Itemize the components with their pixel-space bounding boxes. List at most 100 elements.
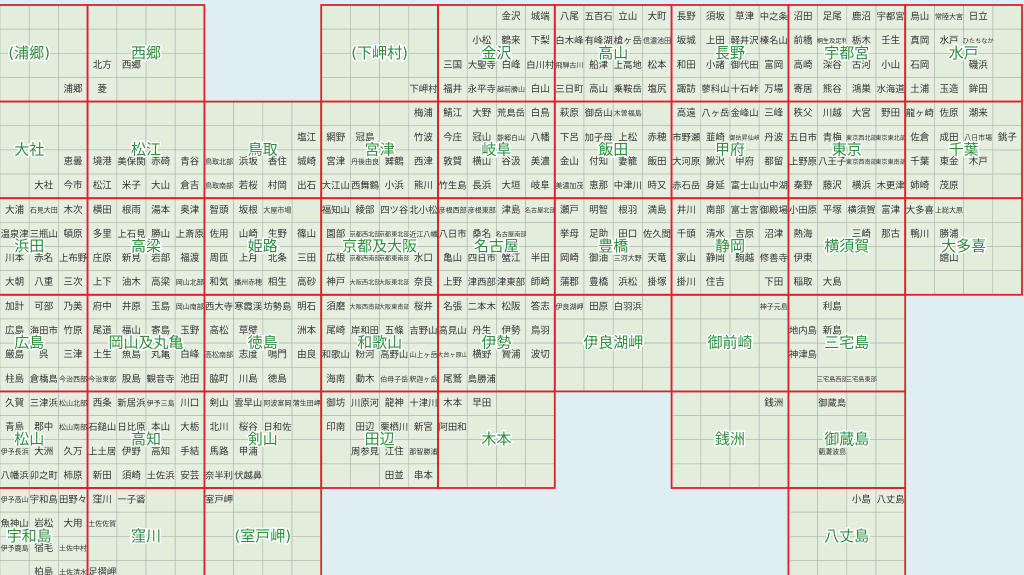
sheet-cell: [875, 511, 906, 537]
cell-label: 岩松: [34, 518, 54, 530]
cell-label: 高野山: [380, 349, 408, 361]
cell-label: 丸亀: [151, 349, 171, 361]
cell-label: 甲浦: [239, 445, 259, 457]
cell-label: 伯母子岳: [380, 374, 408, 383]
sheet-cell: [174, 4, 205, 30]
map-cell: [612, 125, 643, 151]
cell-label: 三宅島東部: [846, 375, 877, 383]
sheet-cell: [817, 560, 848, 575]
sheet-cell: [992, 197, 1023, 223]
map-cell: [174, 318, 205, 344]
map-cell: [904, 173, 935, 199]
map-cell: [204, 149, 234, 175]
map-cell: [320, 149, 351, 175]
sheet-cell: [700, 463, 731, 489]
map-cell: [262, 342, 293, 368]
sheet-cell: [174, 511, 205, 537]
cell-label: 井川: [677, 204, 696, 216]
cell-label: 倉吉: [180, 181, 199, 192]
map-cell: [28, 318, 59, 344]
map-cell: [642, 77, 672, 102]
map-cell: [408, 197, 439, 223]
sheet-cell: [671, 415, 702, 440]
sheet-cell: [379, 4, 410, 30]
sheet-cell: [0, 560, 30, 575]
cell-label: 御殿場: [760, 204, 788, 216]
sheet-cell: [291, 366, 322, 392]
cell-label: 伊野: [122, 445, 142, 457]
cell-label: 御岳山: [585, 107, 613, 119]
cell-label: 烏山: [910, 11, 929, 23]
map-cell: [58, 270, 88, 296]
cell-label: 銚子: [998, 131, 1018, 143]
map-cell: [466, 391, 497, 416]
sheet-cell: [320, 77, 351, 102]
cell-label: 佐倉: [910, 131, 930, 143]
sheet-cell: [846, 535, 877, 561]
map-cell: [612, 149, 643, 175]
sheet-cell: [992, 149, 1023, 175]
cell-label: 谷汲: [501, 155, 521, 167]
map-cell: [379, 318, 410, 344]
cell-label: 名古屋北部: [525, 206, 556, 214]
cell-label: 岡崎: [560, 252, 580, 264]
sheet-label: 横須賀: [824, 237, 869, 255]
cell-label: 福知山: [322, 204, 350, 216]
sheet-cell: [788, 294, 818, 320]
map-cell: [612, 28, 643, 54]
cell-label: 佐久間: [643, 228, 671, 240]
sheet-cell: [0, 125, 30, 151]
cell-label: 動木: [355, 373, 375, 385]
sheet-cell: [671, 318, 702, 344]
map-cell: [934, 246, 964, 271]
cell-label: 小島: [852, 494, 871, 506]
cell-label: 坂城: [677, 35, 697, 47]
sheet-cell: [700, 366, 731, 392]
cell-label: 西郷: [122, 59, 142, 71]
sheet-cell: [262, 535, 293, 561]
map-cell: [466, 101, 497, 127]
map-cell: [875, 125, 906, 151]
sheet-cell: [233, 101, 264, 127]
map-cell: [262, 222, 293, 247]
sheet-cell: [87, 535, 118, 561]
cell-label: 吉野山: [409, 326, 437, 337]
map-cell: [28, 173, 59, 199]
cell-label: 今治東部: [88, 374, 116, 383]
cell-label: 八幡浜: [1, 469, 30, 481]
sheet-cell: [729, 366, 760, 392]
cell-label: 八重: [34, 276, 54, 288]
cell-label: 上下: [93, 277, 112, 288]
map-cell: [320, 415, 351, 440]
sheet-cell: [0, 173, 30, 199]
cell-label: 土佐佐賀: [88, 519, 116, 528]
cell-label: 脇町: [209, 374, 229, 385]
cell-label: 鴨川: [910, 228, 929, 240]
sheet-cell: [496, 415, 526, 440]
cell-label: 湯本: [151, 204, 171, 216]
cell-label: 下呂: [560, 132, 579, 143]
sheet-cell: [671, 391, 702, 416]
cell-label: 家山: [677, 252, 696, 264]
cell-label: 蒲郡: [560, 276, 580, 288]
map-cell: [788, 246, 818, 271]
cell-label: 白羽浜: [614, 300, 643, 312]
cell-label: 甲府: [735, 156, 755, 167]
sheet-cell: [904, 246, 935, 271]
sheet-label: 大多喜: [941, 237, 986, 255]
map-cell: [963, 52, 994, 78]
cell-label: 玉野: [180, 326, 200, 337]
cell-label: 鳥羽: [531, 325, 550, 337]
cell-label: 高松南部: [205, 350, 233, 359]
sheet-label: 銭洲: [715, 430, 745, 448]
sheet-cell: [875, 294, 906, 320]
map-cell: [87, 439, 118, 465]
map-cell: [729, 52, 760, 78]
cell-label: 白川村: [526, 59, 554, 71]
sheet-cell: [262, 560, 293, 575]
sheet-label: 宇和島: [7, 527, 52, 545]
cell-label: 日立: [969, 11, 989, 23]
cell-label: 宮津: [326, 155, 346, 167]
cell-label: 八丈島: [877, 494, 905, 506]
